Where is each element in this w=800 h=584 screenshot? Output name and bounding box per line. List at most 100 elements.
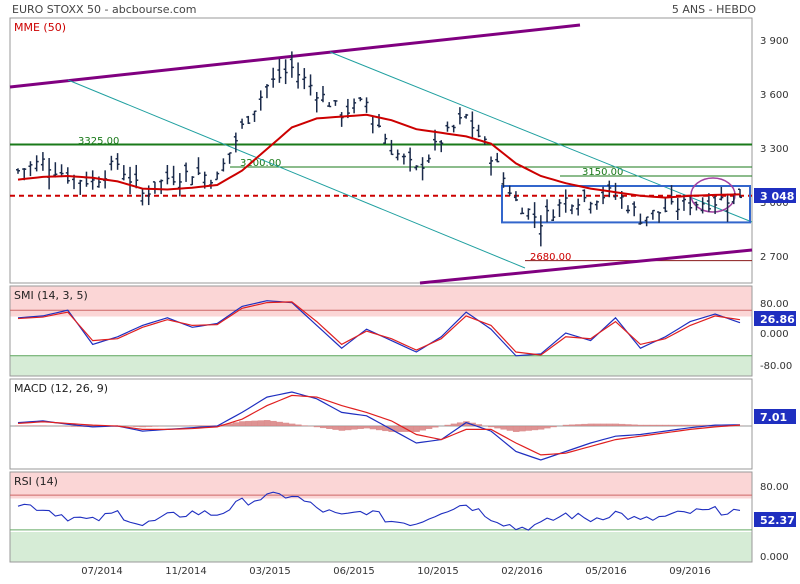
macd-histogram-bar [258, 420, 265, 426]
x-tick-label: 02/2016 [501, 566, 543, 577]
macd-histogram-bar [544, 426, 551, 428]
macd-histogram-bar [152, 426, 159, 427]
rsi-y-tick: 80.00 [760, 482, 789, 493]
macd-histogram-bar [133, 426, 140, 427]
macd-histogram-bar [644, 425, 651, 426]
price-value-label: 3 048 [760, 190, 794, 203]
macd-histogram-bar [326, 426, 333, 429]
chart-title: EURO STOXX 50 - abcbourse.com [12, 3, 196, 16]
macd-histogram-bar [563, 425, 570, 426]
macd-histogram-bar [444, 425, 451, 426]
price-y-tick: 3 600 [760, 90, 789, 101]
macd-histogram-bar [314, 426, 321, 427]
macd-histogram-bar [569, 425, 576, 426]
macd-value-label: 7.01 [760, 411, 787, 424]
macd-histogram-bar [295, 425, 302, 426]
macd-histogram-bar [320, 426, 327, 428]
macd-histogram-bar [507, 426, 514, 431]
macd-histogram-bar [432, 426, 439, 427]
x-tick-label: 07/2014 [81, 566, 123, 577]
macd-histogram-bar [519, 426, 526, 431]
macd-histogram-bar [196, 425, 203, 426]
x-tick-label: 03/2015 [249, 566, 291, 577]
macd-histogram-bar [71, 426, 78, 427]
macd-histogram-bar [202, 425, 209, 426]
macd-histogram-bar [681, 425, 688, 426]
x-tick-label: 11/2014 [165, 566, 207, 577]
smi-oversold-zone [11, 355, 752, 376]
macd-histogram-bar [139, 426, 146, 427]
macd-histogram-bar [594, 424, 601, 426]
macd-histogram-bar [606, 424, 613, 426]
macd-histogram-bar [239, 421, 246, 426]
macd-histogram-bar [15, 425, 22, 426]
macd-histogram-bar [619, 424, 626, 426]
smi-y-tick: -80.00 [760, 361, 792, 372]
macd-histogram-bar [675, 425, 682, 426]
macd-histogram-bar [426, 426, 433, 429]
macd-histogram-bar [631, 425, 638, 426]
macd-histogram-bar [693, 425, 700, 426]
macd-histogram-bar [662, 425, 669, 426]
macd-histogram-bar [637, 425, 644, 426]
x-tick-label: 10/2015 [417, 566, 459, 577]
macd-histogram-bar [233, 422, 240, 426]
macd-histogram-bar [21, 425, 28, 426]
macd-histogram-bar [245, 421, 252, 426]
rsi-oversold-zone [11, 532, 752, 562]
macd-histogram-bar [34, 425, 41, 426]
macd-histogram-bar [127, 426, 134, 427]
macd-histogram-bar [451, 424, 458, 426]
macd-histogram-bar [488, 426, 495, 427]
macd-histogram-bar [532, 426, 539, 430]
macd-histogram-bar [276, 422, 283, 426]
macd-histogram-bar [40, 425, 47, 426]
macd-histogram-bar [538, 426, 545, 430]
macd-histogram-bar [27, 425, 34, 426]
smi-y-tick: 80.00 [760, 299, 789, 310]
macd-histogram-bar [332, 426, 339, 430]
smi-overbought-zone [11, 287, 752, 317]
macd-histogram-bar [600, 424, 607, 426]
macd-histogram-bar [376, 426, 383, 430]
price-y-tick: 2 700 [760, 252, 789, 263]
macd-histogram-bar [650, 425, 657, 426]
annotation-2680: 2680.00 [530, 252, 571, 263]
macd-histogram-bar [289, 424, 296, 426]
macd-histogram-bar [189, 425, 196, 426]
macd-histogram-bar [301, 425, 308, 426]
macd-histogram-bar [65, 426, 72, 427]
macd-histogram-bar [525, 426, 532, 431]
macd-histogram-bar [513, 426, 520, 432]
macd-histogram-bar [364, 426, 371, 428]
macd-histogram-bar [669, 425, 676, 426]
macd-histogram-bar [413, 426, 420, 432]
smi-legend: SMI (14, 3, 5) [14, 289, 88, 302]
macd-legend: MACD (12, 26, 9) [14, 382, 108, 395]
macd-histogram-bar [500, 426, 507, 430]
macd-histogram-bar [575, 424, 582, 426]
macd-histogram-bar [625, 424, 632, 426]
macd-histogram-bar [550, 426, 557, 427]
price-y-tick: 3 300 [760, 144, 789, 155]
macd-histogram-bar [613, 424, 620, 426]
macd-histogram-bar [494, 426, 501, 428]
macd-histogram-bar [339, 426, 346, 431]
macd-histogram-bar [252, 421, 259, 426]
rsi-value-label: 52.37 [760, 514, 795, 527]
macd-histogram-bar [581, 424, 588, 426]
x-tick-label: 09/2016 [669, 566, 711, 577]
smi-value-label: 26.86 [760, 313, 795, 326]
smi-y-tick: 0.000 [760, 329, 789, 340]
macd-histogram-bar [656, 425, 663, 426]
macd-histogram-bar [270, 421, 277, 426]
macd-histogram-bar [283, 423, 290, 426]
price-panel [10, 18, 752, 283]
macd-histogram-bar [370, 426, 377, 429]
macd-histogram-bar [357, 426, 364, 429]
x-tick-label: 05/2016 [585, 566, 627, 577]
macd-histogram-bar [264, 420, 271, 426]
macd-histogram-bar [351, 426, 358, 430]
